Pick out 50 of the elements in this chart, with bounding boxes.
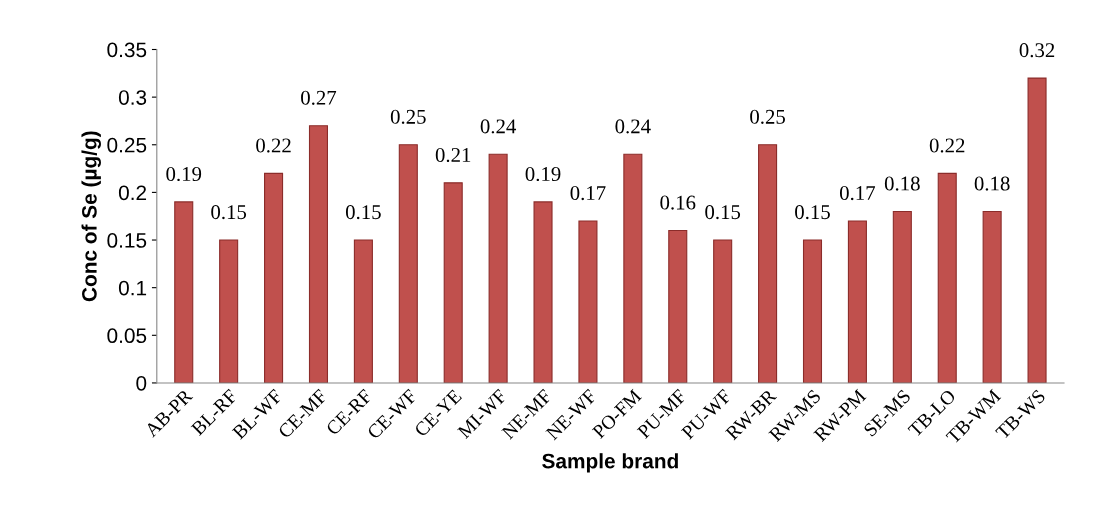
x-axis-title: Sample brand (542, 453, 678, 473)
data-label: 0.32 (1019, 43, 1055, 58)
bar (623, 153, 643, 383)
bar (668, 229, 688, 383)
bar (758, 144, 778, 383)
bar (1027, 77, 1047, 383)
data-label: 0.24 (480, 119, 517, 134)
y-tick-label: 0.1 (118, 280, 147, 296)
data-label: 0.24 (615, 119, 651, 134)
bar (219, 239, 239, 383)
y-tick-label: 0.25 (107, 137, 147, 153)
y-axis-title: Conc of Se (µg/g) (81, 131, 101, 302)
data-label: 0.25 (750, 109, 785, 124)
data-label: 0.18 (884, 176, 920, 191)
bar (398, 144, 418, 383)
bar (264, 172, 284, 383)
y-tick-label: 0.05 (107, 328, 147, 344)
bar (982, 210, 1002, 383)
data-label: 0.15 (211, 205, 247, 220)
bar (308, 125, 329, 383)
data-label: 0.15 (705, 205, 741, 220)
data-label: 0.22 (256, 138, 291, 153)
y-tick-label: 0.2 (118, 185, 147, 201)
data-label: 0.25 (390, 109, 426, 124)
y-tick-label: 0.35 (107, 42, 147, 58)
bar (533, 201, 553, 383)
bar (578, 220, 598, 383)
bar (443, 182, 463, 383)
data-label: 0.15 (345, 205, 381, 220)
data-label: 0.16 (660, 195, 696, 210)
data-label: 0.21 (435, 147, 471, 163)
bar (847, 220, 867, 383)
y-tick-label: 0 (136, 375, 147, 391)
data-label: 0.15 (795, 205, 830, 220)
bar (802, 239, 823, 383)
bar (174, 201, 194, 383)
data-label: 0.19 (166, 166, 202, 182)
data-label: 0.27 (301, 90, 337, 105)
bar (488, 153, 508, 383)
data-label: 0.17 (570, 186, 606, 201)
bar (892, 210, 912, 383)
bar (713, 239, 733, 383)
bar (353, 239, 373, 383)
data-label: 0.18 (974, 176, 1010, 191)
y-tick-label: 0.3 (118, 90, 147, 105)
bar (937, 172, 957, 383)
data-label: 0.17 (839, 186, 876, 201)
data-label: 0.19 (525, 166, 561, 182)
y-tick-label: 0.15 (107, 233, 147, 248)
data-label: 0.22 (929, 138, 965, 153)
